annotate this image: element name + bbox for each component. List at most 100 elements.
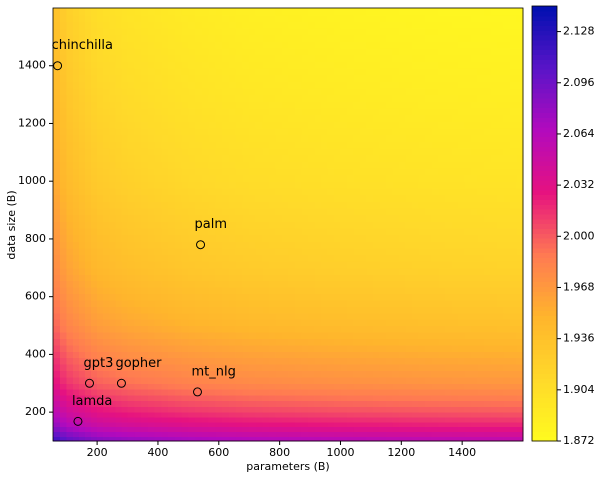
contour-cell	[215, 325, 223, 333]
contour-cell	[268, 261, 276, 269]
contour-cell	[457, 325, 465, 333]
contour-cell	[109, 194, 116, 202]
contour-cell	[353, 187, 361, 196]
contour-cell	[154, 207, 162, 216]
contour-cell	[288, 107, 296, 116]
contour-cell	[327, 357, 335, 365]
contour-cell	[228, 351, 237, 359]
contour-cell	[262, 41, 270, 49]
contour-cell	[503, 121, 511, 129]
contour-cell	[174, 293, 183, 301]
contour-cell	[281, 241, 289, 249]
contour-cell	[477, 147, 485, 156]
contour-cell	[431, 370, 439, 378]
contour-cell	[496, 421, 505, 428]
contour-cell	[444, 154, 452, 162]
contour-cell	[346, 181, 355, 189]
contour-cell	[161, 114, 169, 122]
contour-cell	[97, 299, 104, 307]
contour-cell	[215, 383, 223, 390]
contour-cell	[418, 267, 426, 275]
contour-cell	[242, 394, 250, 402]
contour-cell	[262, 351, 270, 359]
contour-cell	[141, 227, 149, 236]
contour-cell	[215, 34, 223, 42]
contour-cell	[268, 81, 276, 89]
contour-cell	[242, 141, 250, 149]
contour-cell	[353, 141, 361, 149]
contour-cell	[346, 27, 355, 36]
contour-cell	[174, 61, 183, 69]
contour-cell	[66, 167, 74, 176]
contour-cell	[503, 389, 511, 396]
contour-cell	[470, 370, 478, 378]
contour-cell	[141, 412, 149, 418]
contour-cell	[109, 376, 116, 384]
contour-cell	[195, 154, 203, 162]
contour-cell	[268, 376, 276, 384]
contour-cell	[103, 338, 110, 346]
contour-cell	[201, 394, 210, 402]
contour-cell	[320, 274, 329, 282]
contour-cell	[503, 431, 511, 437]
contour-cell	[255, 421, 263, 428]
contour-cell	[333, 67, 342, 76]
contour-cell	[53, 325, 61, 333]
contour-cell	[134, 87, 142, 96]
contour-cell	[307, 14, 316, 22]
contour-cell	[181, 293, 189, 301]
contour-cell	[496, 344, 505, 352]
contour-cell	[346, 412, 355, 418]
contour-cell	[72, 214, 80, 222]
contour-cell	[425, 54, 433, 62]
contour-cell	[483, 319, 492, 327]
contour-cell	[457, 331, 465, 339]
contour-cell	[405, 47, 413, 56]
contour-cell	[103, 221, 110, 229]
contour-cell	[307, 293, 316, 301]
contour-cell	[161, 299, 169, 307]
contour-cell	[490, 370, 498, 378]
contour-cell	[431, 344, 439, 352]
contour-cell	[141, 47, 149, 56]
contour-cell	[228, 147, 237, 156]
contour-cell	[464, 267, 472, 275]
contour-cell	[333, 94, 342, 102]
contour-cell	[412, 101, 420, 109]
contour-cell	[366, 161, 374, 169]
contour-cell	[307, 299, 316, 307]
contour-cell	[72, 293, 80, 301]
contour-cell	[431, 101, 439, 109]
contour-cell	[181, 87, 189, 96]
contour-cell	[483, 247, 492, 256]
contour-cell	[386, 54, 394, 62]
contour-cell	[188, 94, 196, 102]
contour-cell	[366, 389, 374, 396]
contour-cell	[161, 221, 169, 229]
contour-cell	[418, 194, 426, 202]
contour-cell	[333, 376, 342, 384]
contour-cell	[392, 221, 400, 229]
contour-cell	[127, 147, 135, 156]
contour-cell	[288, 376, 296, 384]
contour-cell	[314, 412, 322, 418]
contour-cell	[249, 400, 257, 407]
contour-cell	[222, 8, 230, 16]
contour-cell	[392, 207, 400, 216]
contour-cell	[340, 201, 348, 209]
contour-cell	[412, 400, 420, 407]
contour-cell	[275, 344, 283, 352]
contour-cell	[228, 389, 237, 396]
contour-cell	[392, 181, 400, 189]
contour-cell	[72, 338, 80, 346]
contour-cell	[483, 54, 492, 62]
contour-cell	[59, 306, 68, 314]
contour-cell	[91, 421, 98, 428]
contour-cell	[294, 389, 302, 396]
contour-cell	[457, 293, 465, 301]
contour-cell	[353, 389, 361, 396]
contour-cell	[314, 261, 322, 269]
contour-cell	[470, 214, 478, 222]
contour-cell	[127, 81, 135, 89]
contour-cell	[301, 87, 309, 96]
